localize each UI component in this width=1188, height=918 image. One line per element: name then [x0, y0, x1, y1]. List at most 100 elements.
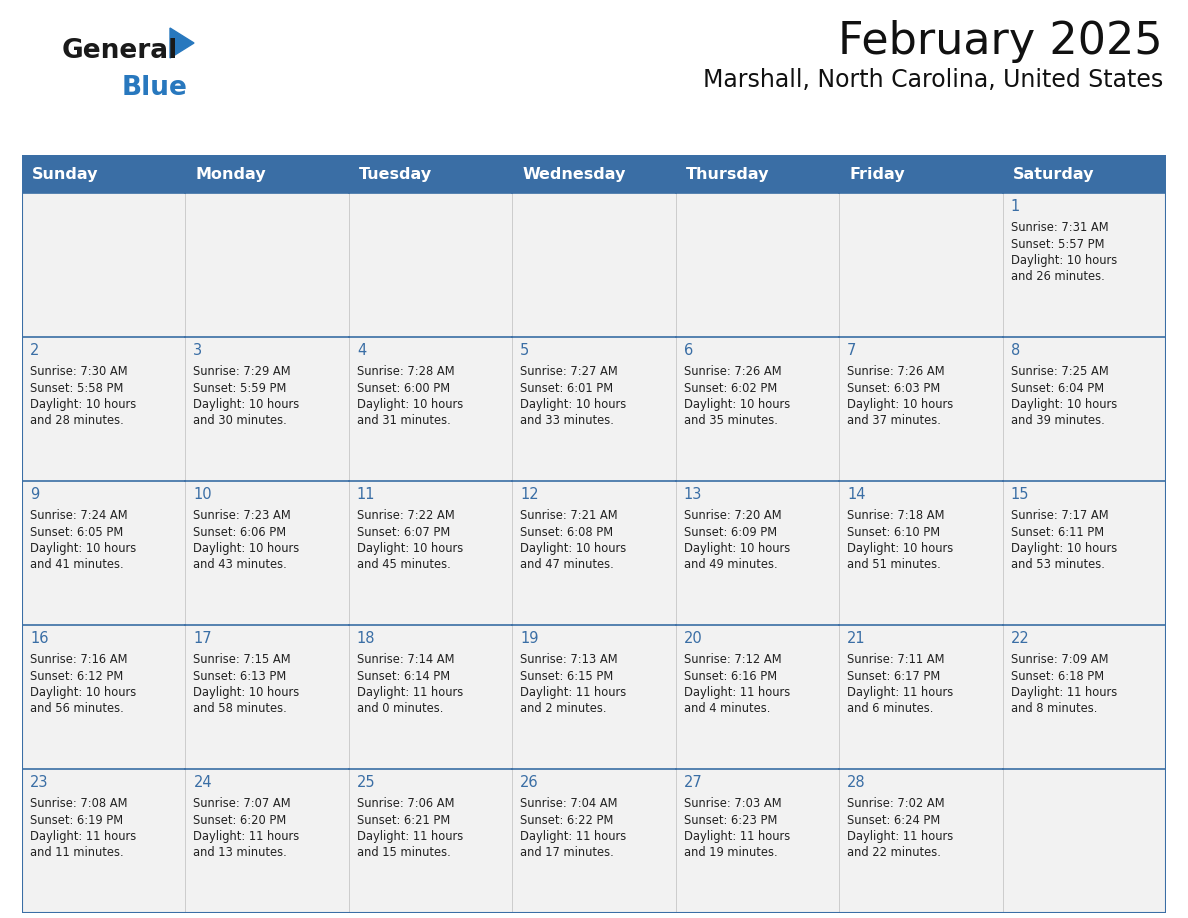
Bar [349, 337, 512, 481]
Bar [512, 337, 676, 481]
Text: Sunrise: 7:08 AM: Sunrise: 7:08 AM [30, 797, 127, 810]
Text: Sunset: 6:03 PM: Sunset: 6:03 PM [847, 382, 941, 395]
Text: Sunrise: 7:09 AM: Sunrise: 7:09 AM [1011, 653, 1108, 666]
Text: 1: 1 [1011, 199, 1019, 214]
Text: 18: 18 [356, 631, 375, 646]
Text: and 43 minutes.: and 43 minutes. [194, 558, 287, 572]
Text: Daylight: 10 hours: Daylight: 10 hours [1011, 254, 1117, 267]
Text: and 30 minutes.: and 30 minutes. [194, 415, 287, 428]
Bar [185, 769, 349, 913]
Text: Daylight: 10 hours: Daylight: 10 hours [194, 686, 299, 699]
Text: Sunset: 6:06 PM: Sunset: 6:06 PM [194, 525, 286, 539]
Text: Daylight: 11 hours: Daylight: 11 hours [847, 686, 954, 699]
Text: Sunset: 6:09 PM: Sunset: 6:09 PM [684, 525, 777, 539]
Text: Daylight: 10 hours: Daylight: 10 hours [520, 542, 626, 555]
Text: 25: 25 [356, 775, 375, 790]
Text: Sunrise: 7:02 AM: Sunrise: 7:02 AM [847, 797, 944, 810]
Bar [1003, 769, 1165, 913]
Text: and 6 minutes.: and 6 minutes. [847, 702, 934, 715]
Text: Sunset: 6:14 PM: Sunset: 6:14 PM [356, 669, 450, 682]
Bar [349, 625, 512, 769]
Text: Daylight: 10 hours: Daylight: 10 hours [847, 398, 954, 411]
Text: Daylight: 10 hours: Daylight: 10 hours [520, 398, 626, 411]
Text: Sunrise: 7:12 AM: Sunrise: 7:12 AM [684, 653, 782, 666]
Text: Sunrise: 7:30 AM: Sunrise: 7:30 AM [30, 365, 127, 378]
Text: Sunrise: 7:20 AM: Sunrise: 7:20 AM [684, 509, 782, 522]
Text: and 39 minutes.: and 39 minutes. [1011, 415, 1105, 428]
Text: Sunset: 6:18 PM: Sunset: 6:18 PM [1011, 669, 1104, 682]
Text: Sunday: Sunday [32, 166, 99, 182]
Text: Daylight: 10 hours: Daylight: 10 hours [30, 686, 137, 699]
Bar [23, 481, 185, 625]
Text: 12: 12 [520, 487, 539, 502]
Bar [1003, 155, 1165, 193]
Text: Sunset: 6:01 PM: Sunset: 6:01 PM [520, 382, 613, 395]
Text: Daylight: 10 hours: Daylight: 10 hours [194, 398, 299, 411]
Text: and 8 minutes.: and 8 minutes. [1011, 702, 1097, 715]
Bar [185, 337, 349, 481]
Text: Sunrise: 7:13 AM: Sunrise: 7:13 AM [520, 653, 618, 666]
Bar [23, 155, 185, 193]
Text: 26: 26 [520, 775, 539, 790]
Text: 7: 7 [847, 343, 857, 358]
Text: Sunrise: 7:23 AM: Sunrise: 7:23 AM [194, 509, 291, 522]
Text: Sunrise: 7:22 AM: Sunrise: 7:22 AM [356, 509, 455, 522]
Text: Sunset: 6:19 PM: Sunset: 6:19 PM [30, 813, 124, 826]
Text: and 2 minutes.: and 2 minutes. [520, 702, 607, 715]
Bar [23, 625, 185, 769]
Text: Sunrise: 7:06 AM: Sunrise: 7:06 AM [356, 797, 454, 810]
Text: Daylight: 11 hours: Daylight: 11 hours [1011, 686, 1117, 699]
Text: 10: 10 [194, 487, 211, 502]
Bar [1003, 481, 1165, 625]
Text: Blue: Blue [122, 75, 188, 101]
Text: Sunset: 6:07 PM: Sunset: 6:07 PM [356, 525, 450, 539]
Text: Daylight: 11 hours: Daylight: 11 hours [684, 686, 790, 699]
Text: General: General [62, 38, 178, 64]
Text: Daylight: 11 hours: Daylight: 11 hours [194, 830, 299, 843]
Text: Sunset: 6:24 PM: Sunset: 6:24 PM [847, 813, 941, 826]
Text: Sunset: 6:21 PM: Sunset: 6:21 PM [356, 813, 450, 826]
Text: and 51 minutes.: and 51 minutes. [847, 558, 941, 572]
Text: Daylight: 10 hours: Daylight: 10 hours [684, 398, 790, 411]
Text: and 53 minutes.: and 53 minutes. [1011, 558, 1105, 572]
Text: Daylight: 10 hours: Daylight: 10 hours [1011, 542, 1117, 555]
Text: 21: 21 [847, 631, 866, 646]
Text: and 35 minutes.: and 35 minutes. [684, 415, 778, 428]
Text: 28: 28 [847, 775, 866, 790]
Text: 6: 6 [684, 343, 693, 358]
Bar [23, 193, 185, 337]
Bar [1003, 193, 1165, 337]
Text: Sunrise: 7:04 AM: Sunrise: 7:04 AM [520, 797, 618, 810]
Text: and 49 minutes.: and 49 minutes. [684, 558, 777, 572]
Text: Sunset: 6:08 PM: Sunset: 6:08 PM [520, 525, 613, 539]
Text: 11: 11 [356, 487, 375, 502]
Text: Sunrise: 7:26 AM: Sunrise: 7:26 AM [684, 365, 782, 378]
Text: and 41 minutes.: and 41 minutes. [30, 558, 124, 572]
Bar [185, 193, 349, 337]
Text: Daylight: 10 hours: Daylight: 10 hours [30, 542, 137, 555]
Text: Sunrise: 7:14 AM: Sunrise: 7:14 AM [356, 653, 454, 666]
Text: Sunset: 6:22 PM: Sunset: 6:22 PM [520, 813, 614, 826]
Text: 5: 5 [520, 343, 530, 358]
Text: Daylight: 11 hours: Daylight: 11 hours [684, 830, 790, 843]
Bar [1003, 337, 1165, 481]
Bar [512, 625, 676, 769]
Text: Daylight: 10 hours: Daylight: 10 hours [847, 542, 954, 555]
Text: Daylight: 10 hours: Daylight: 10 hours [194, 542, 299, 555]
Text: and 22 minutes.: and 22 minutes. [847, 846, 941, 859]
Text: and 37 minutes.: and 37 minutes. [847, 415, 941, 428]
Text: Daylight: 10 hours: Daylight: 10 hours [1011, 398, 1117, 411]
Text: Sunset: 6:12 PM: Sunset: 6:12 PM [30, 669, 124, 682]
Text: Sunrise: 7:25 AM: Sunrise: 7:25 AM [1011, 365, 1108, 378]
Text: 27: 27 [684, 775, 702, 790]
Bar [349, 155, 512, 193]
Bar [676, 155, 839, 193]
Text: Sunset: 6:17 PM: Sunset: 6:17 PM [847, 669, 941, 682]
Text: Thursday: Thursday [685, 166, 769, 182]
Text: Daylight: 11 hours: Daylight: 11 hours [520, 686, 626, 699]
Text: Sunrise: 7:27 AM: Sunrise: 7:27 AM [520, 365, 618, 378]
Text: Daylight: 11 hours: Daylight: 11 hours [30, 830, 137, 843]
Text: 4: 4 [356, 343, 366, 358]
Text: and 13 minutes.: and 13 minutes. [194, 846, 287, 859]
Text: Sunset: 5:59 PM: Sunset: 5:59 PM [194, 382, 286, 395]
